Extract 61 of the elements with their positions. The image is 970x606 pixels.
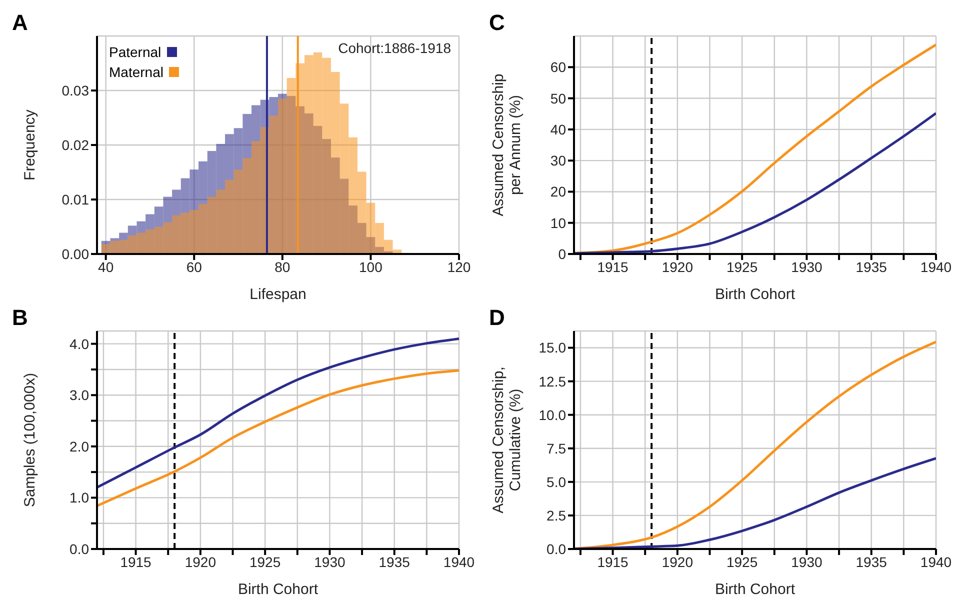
y-tick-label: 1.0 bbox=[70, 490, 90, 506]
y-tick-label: 0.0 bbox=[70, 540, 90, 557]
x-tick-label: 1925 bbox=[726, 554, 758, 570]
y-tick-label: 10.0 bbox=[538, 406, 566, 423]
x-tick-label: 1930 bbox=[791, 554, 822, 570]
y-axis-title: Assumed Censorship, Cumulative (%) bbox=[490, 366, 524, 516]
y-tick-label: 10 bbox=[550, 214, 566, 231]
y-tick-label: 0 bbox=[558, 246, 566, 262]
x-tick-label: 1935 bbox=[856, 554, 888, 570]
y-tick-label: 0.03 bbox=[62, 82, 90, 98]
y-tick-label: 0.0 bbox=[546, 540, 566, 557]
y-tick-label: 40 bbox=[550, 121, 566, 138]
x-axis-title: Birth Cohort bbox=[238, 581, 319, 598]
y-tick-label: 2.0 bbox=[70, 438, 90, 454]
y-tick-label: 15.0 bbox=[538, 340, 566, 356]
y-axis-title: Samples (100,000x) bbox=[22, 372, 38, 510]
x-tick-label: 1935 bbox=[378, 554, 410, 570]
legend-label: Paternal bbox=[109, 43, 162, 62]
y-axis-title: Assumed Censorship per Annum (%) bbox=[490, 72, 524, 218]
x-tick-label: 1940 bbox=[920, 554, 952, 570]
x-tick-label: 1920 bbox=[662, 554, 694, 570]
x-tick-label: 1925 bbox=[249, 554, 281, 570]
x-tick-label: 1915 bbox=[120, 554, 152, 570]
x-tick-label: 1915 bbox=[597, 554, 629, 570]
x-tick-label: 80 bbox=[274, 258, 290, 275]
annotation: Cohort:1886-1918 bbox=[338, 40, 451, 56]
y-tick-label: 5.0 bbox=[546, 474, 566, 490]
x-tick-label: 1920 bbox=[662, 258, 694, 275]
x-tick-label: 1920 bbox=[184, 554, 216, 570]
y-tick-label: 0.00 bbox=[62, 246, 90, 262]
y-tick-label: 4.0 bbox=[70, 336, 90, 352]
x-tick-label: 1915 bbox=[597, 258, 629, 275]
x-tick-label: 100 bbox=[359, 258, 383, 275]
chart-title: C bbox=[489, 10, 505, 36]
x-tick-label: 1935 bbox=[856, 258, 888, 275]
y-tick-label: 2.5 bbox=[546, 507, 566, 524]
y-tick-label: 50 bbox=[550, 90, 566, 106]
chart-title: D bbox=[489, 305, 505, 331]
y-tick-label: 0.02 bbox=[62, 136, 90, 153]
x-axis-title: Birth Cohort bbox=[714, 286, 796, 303]
x-axis-title: Birth Cohort bbox=[714, 581, 796, 598]
x-axis-title: Lifespan bbox=[250, 286, 306, 303]
y-tick-label: 20 bbox=[550, 184, 566, 200]
x-tick-label: 1940 bbox=[920, 258, 952, 275]
x-tick-label: 1930 bbox=[791, 258, 822, 275]
x-tick-label: 60 bbox=[186, 258, 202, 275]
legend-label: Maternal bbox=[109, 63, 164, 82]
chart-title: B bbox=[12, 305, 28, 331]
x-tick-label: 1930 bbox=[314, 554, 346, 570]
y-axis-title: Frequency bbox=[22, 108, 38, 182]
y-tick-label: 0.01 bbox=[62, 191, 90, 208]
y-tick-label: 60 bbox=[550, 59, 566, 76]
y-tick-label: 3.0 bbox=[70, 387, 90, 404]
y-tick-label: 30 bbox=[550, 152, 566, 169]
y-tick-label: 7.5 bbox=[546, 440, 566, 456]
x-tick-label: 40 bbox=[98, 258, 114, 275]
x-tick-label: 1925 bbox=[726, 258, 758, 275]
x-tick-label: 1940 bbox=[443, 554, 475, 570]
x-tick-label: 120 bbox=[447, 258, 471, 275]
y-tick-label: 12.5 bbox=[538, 373, 566, 390]
chart-title: A bbox=[12, 10, 28, 36]
